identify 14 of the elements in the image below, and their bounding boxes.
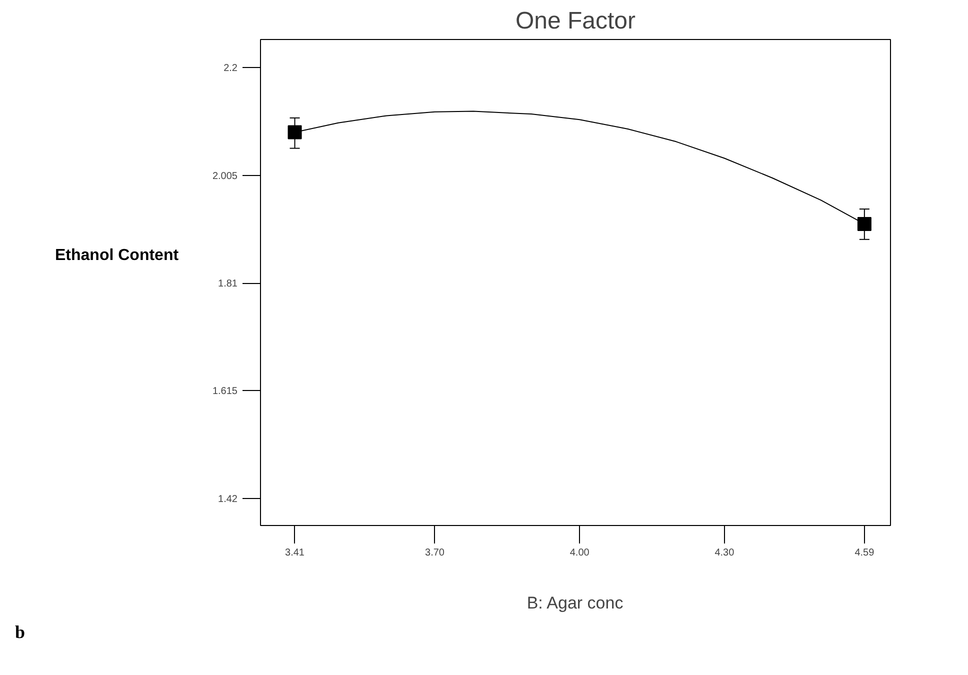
x-tick-label: 4.30: [714, 548, 735, 558]
y-tick-label: 1.615: [212, 386, 238, 398]
x-tick-label: 3.41: [285, 548, 305, 558]
x-axis-title: B: Agar conc: [526, 594, 624, 612]
y-tick-label: 2.005: [212, 170, 238, 182]
y-tick-label: 1.42: [218, 494, 238, 505]
x-tick-label: 3.70: [425, 548, 445, 558]
y-tick-label: 2.2: [224, 63, 238, 74]
text: b: [15, 622, 26, 642]
x-tick-label: 4.00: [570, 548, 590, 558]
y-tick-label: 1.81: [218, 278, 238, 290]
chart-title: One Factor: [515, 8, 636, 34]
x-tick-label: 4.59: [854, 548, 875, 558]
y-axis-title: Ethanol Content: [55, 247, 179, 264]
